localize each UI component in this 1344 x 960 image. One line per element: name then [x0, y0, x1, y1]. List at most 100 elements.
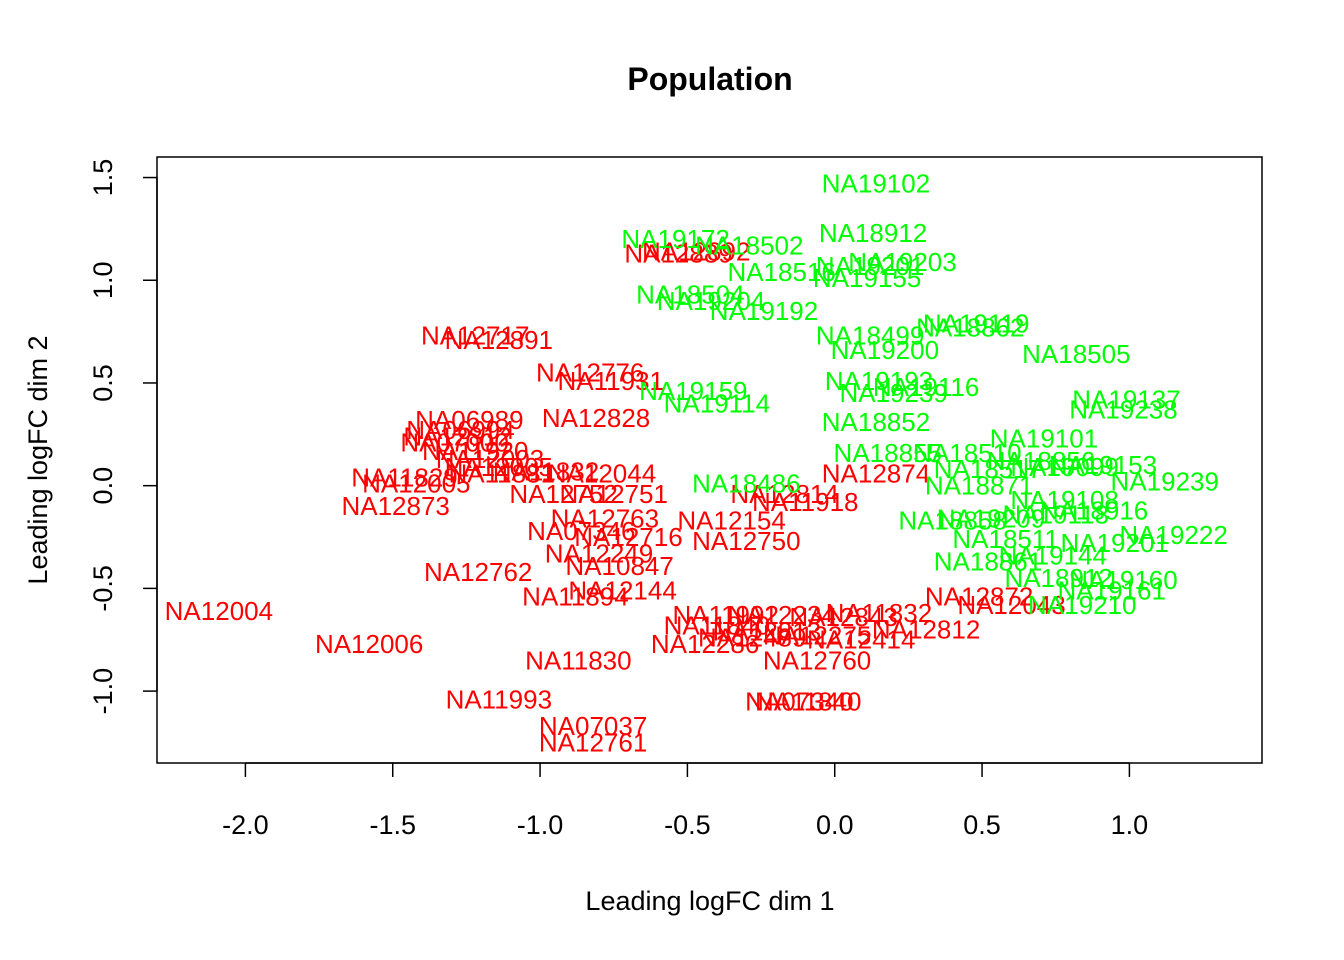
sample-label: NA18862 [916, 313, 1024, 343]
sample-label: NA12813 [713, 617, 821, 647]
sample-label: NA12489 [698, 623, 806, 653]
sample-label: NA11920 [422, 436, 529, 466]
x-tick-label: 0.5 [963, 810, 1001, 840]
sample-label: NA19137 [1072, 384, 1180, 414]
sample-label: NA12828 [542, 403, 650, 433]
sample-label: NA19153 [1049, 450, 1157, 480]
sample-label: NA12752 [509, 479, 617, 509]
sample-label: NA18858 [898, 506, 1006, 536]
sample-label: NA18916 [1040, 495, 1148, 525]
sample-label: NA19161 [1058, 575, 1166, 605]
sample-label: NA19210 [1028, 590, 1136, 620]
sample-label: NA18861 [934, 547, 1042, 577]
sample-label: NA19159 [639, 376, 747, 406]
sample-label: NA12751 [560, 479, 668, 509]
x-tick-label: -0.5 [664, 810, 711, 840]
y-axis: -1.0 -0.5 0.0 0.5 1.0 1.5 [88, 159, 158, 715]
sample-label: NA12005 [445, 452, 553, 482]
y-tick-label: 0.5 [88, 364, 118, 402]
sample-label: NA12006 [315, 629, 423, 659]
sample-label: NA12716 [574, 522, 682, 552]
sample-label: NA12234 [727, 600, 835, 630]
sample-label: NA19160 [1069, 565, 1177, 595]
sample-label: NA18486 [692, 469, 800, 499]
chart-title: Population [627, 61, 792, 97]
sample-label: NA11918 [752, 487, 859, 517]
sample-label: NA18912 [1004, 563, 1112, 593]
sample-label: NA06989 [415, 405, 523, 435]
y-tick-label: 1.0 [88, 261, 118, 299]
sample-label: NA18852 [822, 407, 930, 437]
sample-label: NA18517 [934, 454, 1042, 484]
sample-label: NA19201 [816, 251, 924, 281]
sample-label: NA19102 [822, 169, 930, 199]
sample-label: NA11840 [755, 686, 862, 716]
sample-label: NA12750 [692, 526, 800, 556]
x-tick-label: 1.0 [1111, 810, 1149, 840]
sample-label: NA07037 [539, 711, 647, 741]
sample-label: NA19209 [937, 504, 1045, 534]
sample-label: NA11992 [672, 600, 779, 630]
sample-label: NA12812 [403, 421, 511, 451]
sample-label: NA06994 [406, 415, 514, 445]
sample-label: NA12005 [362, 469, 470, 499]
sample-label: NA10847 [565, 551, 673, 581]
sample-label: NA18856 [987, 446, 1095, 476]
sample-label: NA11894 [522, 582, 629, 612]
sample-label: NA12043 [957, 590, 1065, 620]
x-axis: -2.0 -1.5 -1.0 -0.5 0.0 0.5 1.0 [222, 762, 1149, 840]
sample-labels: NA12004 NA12006 NA12873 NA12762 NA11993 NA127… [165, 169, 1228, 758]
sample-label: NA18499 [816, 321, 924, 351]
sample-label: NA19099 [1010, 452, 1118, 482]
sample-label: NA12872 [925, 582, 1033, 612]
sample-label: NA18855 [834, 438, 942, 468]
sample-label: NA12814 [730, 479, 838, 509]
sample-label: NA12891 [445, 325, 553, 355]
sample-label: NA12812 [872, 614, 980, 644]
sample-label: NA19222 [1119, 520, 1227, 550]
x-tick-label: -1.5 [369, 810, 416, 840]
sample-label: NA12873 [341, 491, 449, 521]
sample-label: NA19203 [848, 247, 956, 277]
sample-label: NA07340 [745, 686, 853, 716]
sample-label: NA12763 [551, 504, 659, 534]
y-tick-label: -1.0 [88, 668, 118, 715]
sample-label: NA12003 [436, 444, 544, 474]
sample-label: NA19108 [1010, 485, 1118, 515]
sample-label: NA19193 [825, 366, 933, 396]
sample-label: NA12843 [789, 602, 897, 632]
sample-label: NA19238 [1069, 395, 1177, 425]
sample-label: NA18516 [727, 257, 835, 287]
sample-label: NA12414 [807, 625, 915, 655]
sample-label: NA19116 [873, 372, 980, 402]
sample-label: NA11829 [351, 462, 458, 492]
y-tick-label: 1.5 [88, 159, 118, 197]
sample-label: NA19239 [839, 378, 947, 408]
sample-label: NA12286 [651, 629, 759, 659]
x-tick-label: 0.0 [816, 810, 854, 840]
sample-label: NA12717 [421, 321, 529, 351]
sample-label: NA19200 [831, 335, 939, 365]
sample-label: NA18912 [819, 218, 927, 248]
sample-label: NA18871 [925, 471, 1033, 501]
sample-label: NA12275 [763, 621, 871, 651]
sample-label: NA12154 [677, 506, 785, 536]
sample-label: NA12760 [763, 645, 871, 675]
y-tick-label: 0.0 [88, 467, 118, 505]
sample-label: NA12249 [545, 538, 653, 568]
sample-label: NA11881 [449, 458, 556, 488]
sample-label: NA11832 [826, 598, 933, 628]
x-axis-label: Leading logFC dim 1 [585, 886, 834, 916]
sample-label: NA12761 [539, 727, 647, 757]
sample-label: NA11832 [493, 456, 600, 486]
sample-label: NA19119 [923, 308, 1030, 338]
sample-label: NA12004 [165, 596, 273, 626]
sample-label: NA12892 [642, 236, 750, 266]
sample-label: NA12762 [424, 557, 532, 587]
sample-label: NA19101 [990, 423, 1098, 453]
sample-label: NA12044 [548, 458, 656, 488]
sample-label: NA19114 [664, 389, 771, 419]
sample-label: NA12144 [568, 575, 676, 605]
